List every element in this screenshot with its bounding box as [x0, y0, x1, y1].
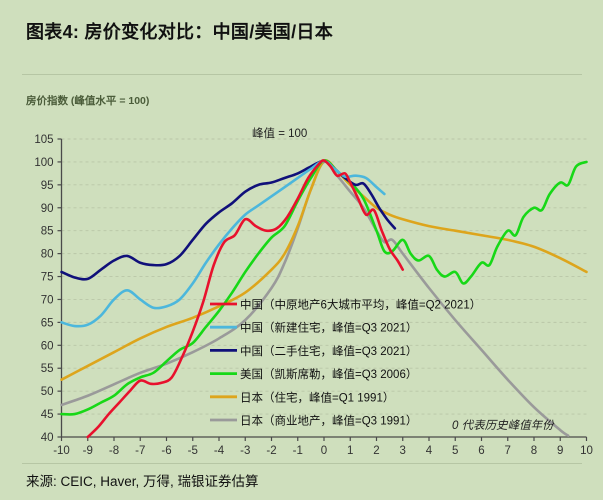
svg-text:95: 95: [41, 180, 54, 192]
svg-text:85: 85: [41, 226, 54, 238]
svg-text:-7: -7: [135, 445, 145, 457]
svg-text:40: 40: [41, 432, 54, 444]
axes: [60, 139, 587, 438]
svg-text:9: 9: [557, 445, 563, 457]
svg-text:-6: -6: [161, 445, 171, 457]
svg-text:3: 3: [400, 445, 406, 457]
svg-text:45: 45: [41, 409, 54, 421]
svg-text:5: 5: [452, 445, 458, 457]
peak-annotation: 峰值 = 100: [252, 127, 307, 140]
svg-text:105: 105: [34, 134, 53, 146]
x-axis-ticks: -10 -9 -8 -7 -6 -5 -4 -3 -2 -1 0 1 2 3 4 5 6 7 8 9 10: [53, 437, 593, 457]
svg-text:10: 10: [580, 445, 593, 457]
legend-label-0: 中国（中原地产6大城市平均，峰值=Q2 2021）: [240, 298, 481, 312]
y-axis-ticks: 40 45 50 55 60 65 70 75 80 85 90 95 100 105: [34, 134, 62, 444]
legend-label-3: 美国（凯斯席勒，峰值=Q3 2006）: [240, 367, 417, 381]
legend-label-2: 中国（二手住宅，峰值=Q3 2021）: [240, 344, 417, 358]
svg-text:7: 7: [505, 445, 511, 457]
svg-text:60: 60: [41, 340, 54, 352]
svg-text:-9: -9: [83, 445, 93, 457]
svg-text:-10: -10: [53, 445, 70, 457]
series-line-china_cri: [86, 159, 405, 439]
svg-text:-8: -8: [109, 445, 119, 457]
source-note: 来源: CEIC, Haver, 万得, 瑞银证券估算: [26, 474, 259, 489]
legend-label-1: 中国（新建住宅，峰值=Q3 2021）: [240, 321, 417, 335]
svg-text:2: 2: [373, 445, 379, 457]
legend-label-4: 日本（住宅，峰值=Q1 1991）: [240, 390, 394, 404]
series-lines: [60, 159, 588, 439]
y-axis-title: 房价指数 (峰值水平 = 100): [26, 95, 150, 107]
svg-text:90: 90: [41, 203, 54, 215]
svg-text:-1: -1: [293, 445, 303, 457]
svg-text:65: 65: [41, 317, 54, 329]
x-axis-note: 0 代表历史峰值年份: [452, 419, 555, 432]
svg-text:-3: -3: [240, 445, 250, 457]
svg-text:0: 0: [321, 445, 327, 457]
footer-divider: [22, 463, 582, 464]
svg-text:100: 100: [34, 157, 53, 169]
svg-text:-5: -5: [188, 445, 198, 457]
svg-text:70: 70: [41, 294, 54, 306]
svg-text:50: 50: [41, 386, 54, 398]
page-title: 图表4: 房价变化对比：中国/美国/日本: [26, 22, 334, 42]
series-line-us_case_shiller: [60, 159, 588, 416]
svg-text:55: 55: [41, 363, 54, 375]
legend-label-5: 日本（商业地产，峰值=Q3 1991）: [240, 414, 417, 428]
svg-text:4: 4: [426, 445, 433, 457]
svg-text:8: 8: [531, 445, 537, 457]
svg-text:6: 6: [478, 445, 484, 457]
svg-text:1: 1: [347, 445, 353, 457]
svg-text:80: 80: [41, 249, 54, 261]
series-line-china_second: [60, 159, 397, 281]
chart-legend: 中国（中原地产6大城市平均，峰值=Q2 2021） 中国（新建住宅，峰值=Q3 2…: [210, 298, 481, 428]
svg-text:-2: -2: [266, 445, 276, 457]
svg-text:-4: -4: [214, 445, 225, 457]
svg-text:75: 75: [41, 272, 54, 284]
title-divider: [22, 74, 582, 75]
